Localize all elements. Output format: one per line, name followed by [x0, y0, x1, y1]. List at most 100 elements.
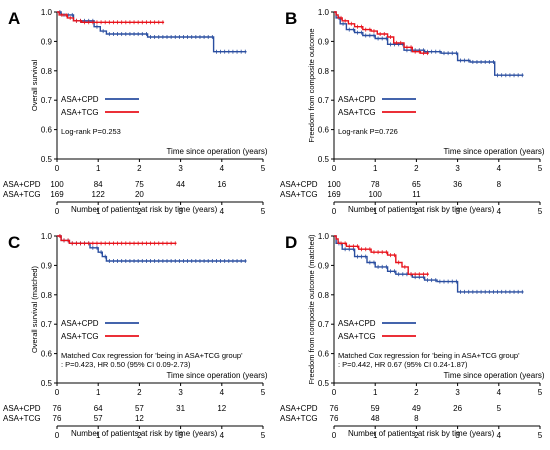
risk-value: 12	[135, 414, 144, 423]
risk-value: 16	[217, 180, 226, 189]
x-tick-label: 3	[455, 388, 460, 397]
risk-row-label: ASA+TCG	[280, 190, 318, 199]
risk-value: 48	[371, 414, 380, 423]
risk-axis-tick-label: 3	[455, 431, 460, 440]
risk-value: 20	[135, 190, 144, 199]
y-axis-label: Freedom from composite outcome (matched)	[307, 234, 316, 385]
y-tick-label: 1.0	[318, 8, 330, 17]
risk-value: 75	[135, 180, 144, 189]
risk-value: 65	[412, 180, 421, 189]
risk-axis-tick-label: 5	[261, 207, 266, 216]
km-curve-asa-cpd	[334, 235, 524, 293]
y-tick-label: 0.6	[318, 350, 330, 359]
risk-row-label: ASA+TCG	[280, 414, 318, 423]
risk-value: 76	[330, 404, 339, 413]
risk-axis-tick-label: 5	[538, 431, 543, 440]
x-tick-label: 3	[178, 164, 183, 173]
risk-row-label: ASA+CPD	[3, 404, 41, 413]
risk-value: 169	[327, 190, 341, 199]
risk-value: 12	[217, 404, 226, 413]
y-tick-label: 0.8	[318, 67, 330, 76]
y-tick-label: 0.5	[41, 155, 53, 164]
y-tick-label: 0.7	[318, 96, 330, 105]
y-tick-label: 0.5	[318, 379, 330, 388]
risk-value: 36	[453, 180, 462, 189]
legend-label: ASA+TCG	[61, 108, 99, 117]
legend-label: ASA+CPD	[61, 319, 99, 328]
risk-value: 100	[50, 180, 64, 189]
y-tick-label: 0.8	[41, 67, 53, 76]
stat-annotation: Matched Cox regression for 'being in ASA…	[61, 351, 243, 360]
y-tick-label: 0.9	[41, 37, 53, 46]
risk-row-label: ASA+TCG	[3, 190, 41, 199]
km-curve-asa-tcg	[57, 235, 177, 244]
stat-annotation: Log-rank P=0.253	[61, 127, 121, 136]
x-tick-label: 3	[178, 388, 183, 397]
x-tick-label: 1	[96, 164, 101, 173]
y-tick-label: 0.5	[41, 379, 53, 388]
risk-value: 84	[94, 180, 103, 189]
x-axis-label: Time since operation (years)	[443, 371, 544, 380]
y-tick-label: 0.6	[41, 350, 53, 359]
y-tick-label: 1.0	[318, 232, 330, 241]
x-tick-label: 2	[137, 164, 142, 173]
x-axis-label: Time since operation (years)	[166, 147, 267, 156]
risk-value: 76	[53, 404, 62, 413]
x-tick-label: 5	[261, 388, 266, 397]
x-tick-label: 0	[55, 388, 60, 397]
km-curve-asa-cpd	[334, 11, 524, 76]
y-tick-label: 0.5	[318, 155, 330, 164]
y-tick-label: 0.8	[41, 291, 53, 300]
risk-value: 49	[412, 404, 421, 413]
stat-annotation: : P=0.442, HR 0.67 (95% CI 0.24-1.87)	[338, 360, 468, 369]
km-curve-asa-cpd	[57, 235, 247, 262]
risk-value: 11	[412, 190, 421, 199]
y-tick-label: 0.9	[41, 261, 53, 270]
x-tick-label: 0	[332, 388, 337, 397]
risk-axis-tick-label: 4	[497, 431, 502, 440]
x-tick-label: 4	[497, 388, 502, 397]
risk-table-title: Number of patients at risk by time (year…	[71, 205, 218, 214]
y-tick-label: 0.6	[318, 126, 330, 135]
x-axis-label: Time since operation (years)	[166, 371, 267, 380]
x-tick-label: 3	[455, 164, 460, 173]
legend-label: ASA+TCG	[338, 332, 376, 341]
risk-row-label: ASA+TCG	[3, 414, 41, 423]
risk-axis-tick-label: 4	[220, 207, 225, 216]
legend-label: ASA+CPD	[338, 95, 376, 104]
x-tick-label: 2	[414, 164, 419, 173]
risk-axis-tick-label: 4	[220, 431, 225, 440]
km-curve-asa-tcg	[334, 235, 429, 275]
stat-annotation: Matched Cox regression for 'being in ASA…	[338, 351, 520, 360]
x-axis-label: Time since operation (years)	[443, 147, 544, 156]
risk-value: 169	[50, 190, 64, 199]
risk-row-label: ASA+CPD	[3, 180, 41, 189]
y-tick-label: 0.9	[318, 261, 330, 270]
panel-c: C 0.5 0.6 0.7 0.8 0.9 1.0 Overall survival (mat…	[3, 232, 268, 440]
y-tick-label: 1.0	[41, 232, 53, 241]
km-curve-asa-tcg	[334, 11, 429, 54]
risk-value: 76	[53, 414, 62, 423]
risk-row-label: ASA+CPD	[280, 180, 318, 189]
panel-label: D	[285, 233, 297, 252]
risk-value: 57	[94, 414, 103, 423]
x-tick-label: 1	[373, 164, 378, 173]
risk-axis-tick-label: 1	[373, 431, 378, 440]
x-tick-label: 4	[220, 164, 225, 173]
risk-axis-tick-label: 2	[137, 431, 142, 440]
y-tick-label: 0.7	[41, 320, 53, 329]
risk-value: 44	[176, 180, 185, 189]
x-tick-label: 4	[220, 388, 225, 397]
x-tick-label: 2	[414, 388, 419, 397]
risk-value: 64	[94, 404, 103, 413]
x-tick-label: 0	[332, 164, 337, 173]
risk-row-label: ASA+CPD	[280, 404, 318, 413]
y-tick-label: 1.0	[41, 8, 53, 17]
risk-value: 59	[371, 404, 380, 413]
legend-label: ASA+CPD	[338, 319, 376, 328]
y-tick-label: 0.8	[318, 291, 330, 300]
x-tick-label: 1	[96, 388, 101, 397]
x-tick-label: 1	[373, 388, 378, 397]
